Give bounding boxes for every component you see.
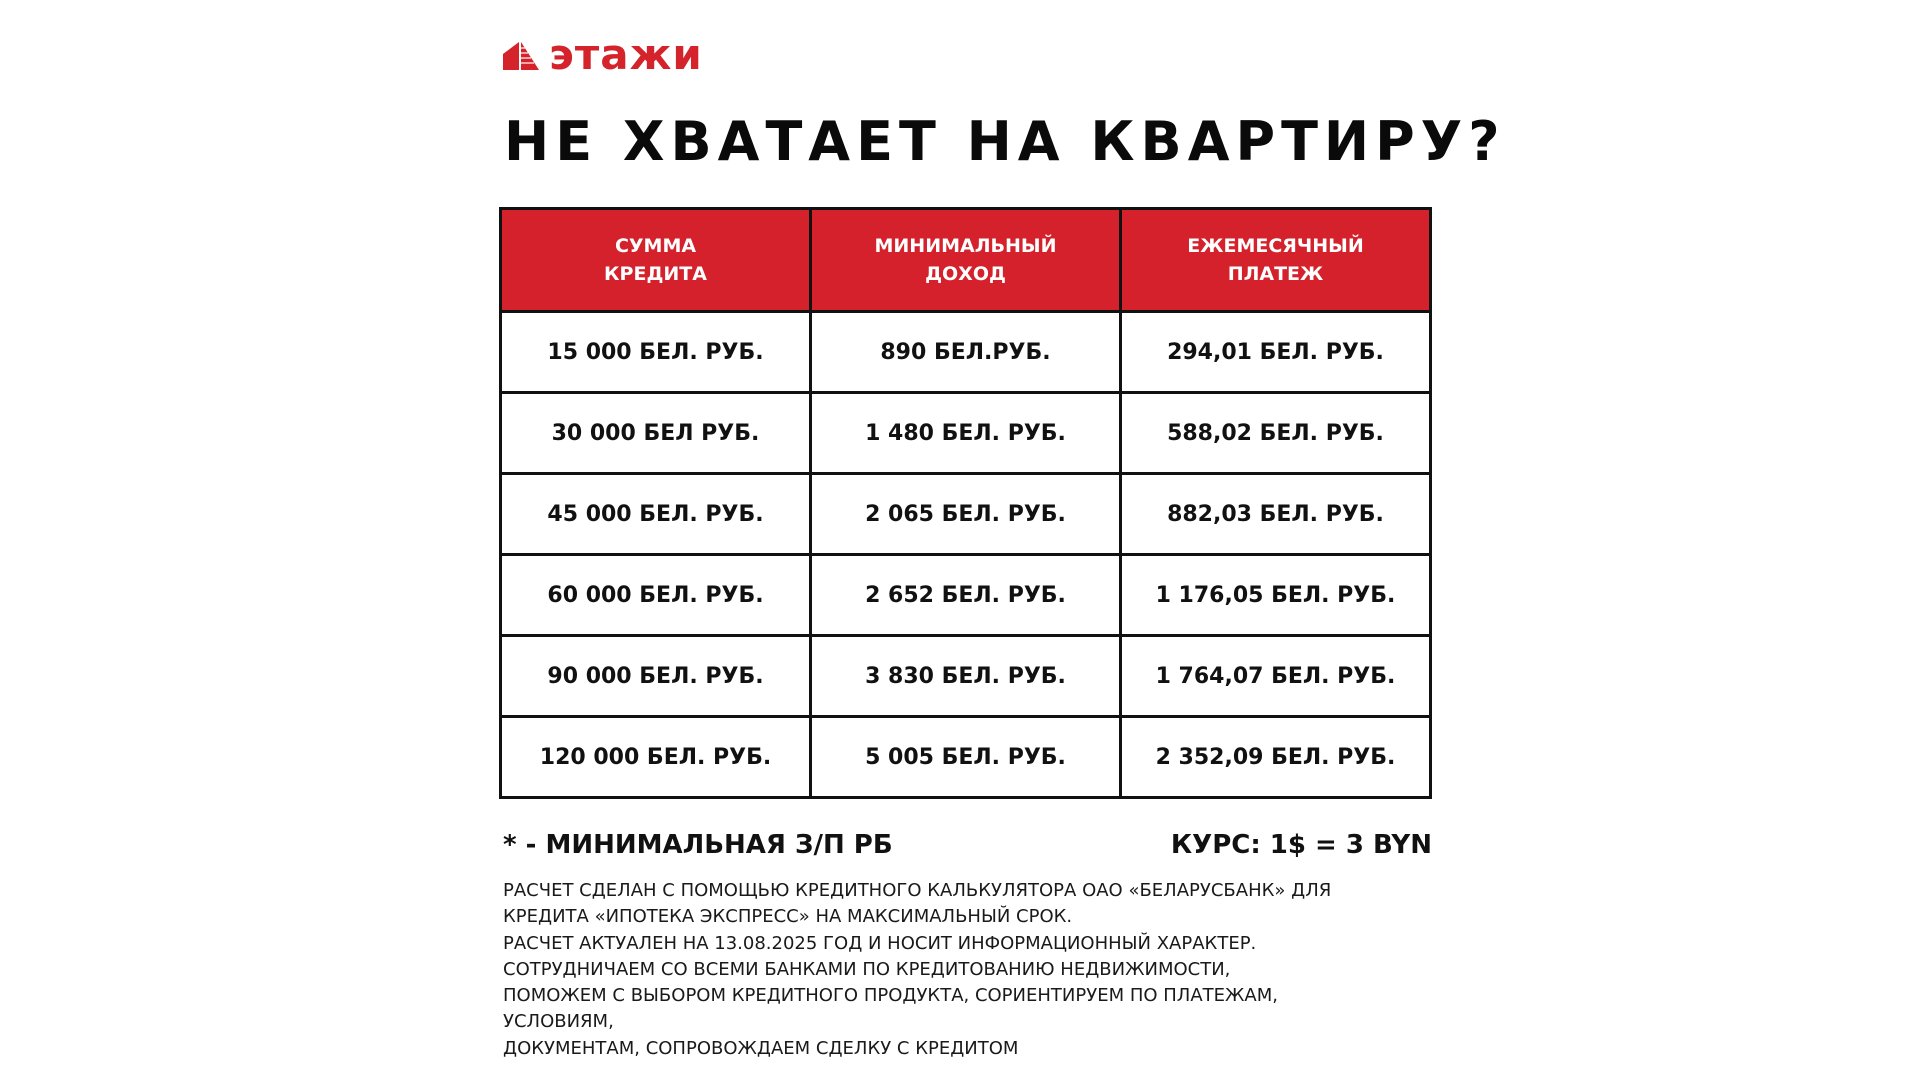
monthly-payment-cell: 1 176,05 БЕЛ. РУБ. bbox=[1119, 553, 1432, 637]
table-row: 90 000 БЕЛ. РУБ. 3 830 БЕЛ. РУБ. 1 764,07 … bbox=[499, 634, 1432, 718]
loan-amount-cell: 120 000 БЕЛ. РУБ. bbox=[499, 715, 812, 799]
monthly-payment-cell: 2 352,09 БЕЛ. РУБ. bbox=[1119, 715, 1432, 799]
table-header-row: СУММА КРЕДИТА МИНИМАЛЬНЫЙ ДОХОД ЕЖЕМЕСЯЧНЫ… bbox=[499, 207, 1432, 313]
note-line: РАСЧЕТ АКТУАЛЕН НА 13.08.2025 ГОД И НОСИ… bbox=[503, 932, 1257, 954]
header-loan-amount: СУММА КРЕДИТА bbox=[499, 207, 812, 313]
min-income-cell: 5 005 БЕЛ. РУБ. bbox=[809, 715, 1122, 799]
note-line: СОТРУДНИЧАЕМ СО ВСЕМИ БАНКАМИ ПО КРЕДИТО… bbox=[503, 958, 1231, 980]
table-row: 60 000 БЕЛ. РУБ. 2 652 БЕЛ. РУБ. 1 176,05 … bbox=[499, 553, 1432, 637]
loan-amount-cell: 60 000 БЕЛ. РУБ. bbox=[499, 553, 812, 637]
table-row: 30 000 БЕЛ РУБ. 1 480 БЕЛ. РУБ. 588,02 БЕЛ… bbox=[499, 391, 1432, 475]
loan-amount-cell: 45 000 БЕЛ. РУБ. bbox=[499, 472, 812, 556]
page-title: НЕ ХВАТАЕТ НА КВАРТИРУ? bbox=[504, 110, 1506, 173]
note-line: РАСЧЕТ СДЕЛАН С ПОМОЩЬЮ КРЕДИТНОГО КАЛЬК… bbox=[503, 880, 1332, 901]
table-row: 15 000 БЕЛ. РУБ. 890 БЕЛ.РУБ. 294,01 БЕЛ. … bbox=[499, 310, 1432, 394]
min-income-cell: 3 830 БЕЛ. РУБ. bbox=[809, 634, 1122, 718]
brand-logo: этажи bbox=[503, 34, 703, 76]
monthly-payment-cell: 882,03 БЕЛ. РУБ. bbox=[1119, 472, 1432, 556]
monthly-payment-cell: 1 764,07 БЕЛ. РУБ. bbox=[1119, 634, 1432, 718]
note-line: ПОМОЖЕМ С ВЫБОРОМ КРЕДИТНОГО ПРОДУКТА, С… bbox=[503, 985, 1278, 1007]
loan-amount-cell: 90 000 БЕЛ. РУБ. bbox=[499, 634, 812, 718]
monthly-payment-cell: 294,01 БЕЛ. РУБ. bbox=[1119, 310, 1432, 394]
brand-name: этажи bbox=[549, 30, 703, 79]
note-line: КРЕДИТА «ИПОТЕКА ЭКСПРЕСС» НА МАКСИМАЛЬН… bbox=[503, 906, 1073, 928]
note-line: ДОКУМЕНТАМ, СОПРОВОЖДАЕМ СДЕЛКУ С КРЕДИТ… bbox=[503, 1037, 1019, 1059]
loan-amount-cell: 30 000 БЕЛ РУБ. bbox=[499, 391, 812, 475]
min-income-cell: 1 480 БЕЛ. РУБ. bbox=[809, 391, 1122, 475]
min-income-cell: 890 БЕЛ.РУБ. bbox=[809, 310, 1122, 394]
note-line: УСЛОВИЯМ, bbox=[503, 1011, 614, 1033]
table-row: 45 000 БЕЛ. РУБ. 2 065 БЕЛ. РУБ. 882,03 БЕ… bbox=[499, 472, 1432, 556]
header-monthly-payment: ЕЖЕМЕСЯЧНЫЙ ПЛАТЕЖ bbox=[1119, 207, 1432, 313]
table-row: 120 000 БЕЛ. РУБ. 5 005 БЕЛ. РУБ. 2 352,09… bbox=[499, 715, 1432, 799]
min-income-cell: 2 652 БЕЛ. РУБ. bbox=[809, 553, 1122, 637]
disclaimer-notes: РАСЧЕТ СДЕЛАН С ПОМОЩЬЮ КРЕДИТНОГО КАЛЬК… bbox=[503, 878, 1331, 1062]
building-logo-icon bbox=[503, 42, 539, 70]
min-income-cell: 2 065 БЕЛ. РУБ. bbox=[809, 472, 1122, 556]
header-min-income: МИНИМАЛЬНЫЙ ДОХОД bbox=[809, 207, 1122, 313]
exchange-rate: КУРС: 1$ = 3 BYN bbox=[1170, 830, 1432, 860]
loan-amount-cell: 15 000 БЕЛ. РУБ. bbox=[499, 310, 812, 394]
loan-table: СУММА КРЕДИТА МИНИМАЛЬНЫЙ ДОХОД ЕЖЕМЕСЯЧНЫ… bbox=[499, 207, 1432, 799]
footnote: * - МИНИМАЛЬНАЯ З/П РБ bbox=[503, 830, 893, 860]
monthly-payment-cell: 588,02 БЕЛ. РУБ. bbox=[1119, 391, 1432, 475]
